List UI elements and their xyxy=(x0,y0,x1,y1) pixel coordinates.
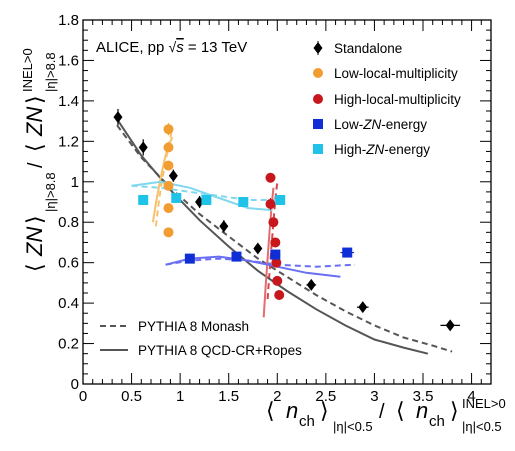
svg-text:|η|<0.5: |η|<0.5 xyxy=(333,419,373,434)
high-zn-energy-point-1 xyxy=(171,192,182,203)
low-zn-energy-point-2 xyxy=(270,249,281,260)
standalone-point-5 xyxy=(253,242,263,255)
svg-text:⟨: ⟨ xyxy=(22,143,47,152)
y-tick-label: 0.8 xyxy=(58,214,79,231)
low-zn-energy-point-3 xyxy=(342,247,353,258)
legend-label-high-local-multiplicity: High-local-multiplicity xyxy=(334,92,461,107)
low-zn-energy-point-1 xyxy=(231,251,242,262)
svg-text:ZN: ZN xyxy=(22,107,47,137)
axes: 0 0.5 1 1.5 2 2.5 3 3.5 4 0 0.2 0.4 0.6 0.8 1 1.2 1.4 1.6… xyxy=(58,12,492,405)
high-zn-energy-point-2 xyxy=(201,194,212,205)
standalone-point-0 xyxy=(113,111,123,124)
y-tick-label: 1.2 xyxy=(58,133,79,150)
y-axis-label: ⟨ ZN ⟩ |η|>8.8 / ⟨ ZN ⟩ INEL>0 |η|>8.8 xyxy=(20,48,58,272)
x-tick-label: 3 xyxy=(370,388,378,405)
x-tick-label: 1.5 xyxy=(218,388,239,405)
svg-text:|η|>8.8: |η|>8.8 xyxy=(43,172,58,212)
legend-markers xyxy=(313,41,323,154)
y-tick-label: 0.4 xyxy=(58,295,79,312)
low-local-multiplicity-point-4 xyxy=(163,203,174,214)
plot-area xyxy=(113,108,460,355)
legend-label-standalone: Standalone xyxy=(334,41,402,56)
legend-marker-low-local-multiplicity xyxy=(313,68,323,78)
y-tick-label: 0.6 xyxy=(58,255,79,272)
legend-label-monash: PYTHIA 8 Monash xyxy=(138,319,249,334)
legend-symbol xyxy=(313,144,323,154)
svg-text:/: / xyxy=(25,162,47,168)
svg-text:ch: ch xyxy=(429,413,445,430)
x-tick-label: 0 xyxy=(79,388,87,405)
legend-marker-high-zn-energy xyxy=(313,144,323,154)
low-local-multiplicity-point-0 xyxy=(163,124,174,135)
y-tick-label: 1.8 xyxy=(58,12,79,29)
svg-text:n: n xyxy=(286,398,298,423)
low-local-multiplicity-point-1 xyxy=(163,142,174,153)
standalone-point-1 xyxy=(138,141,148,154)
high-zn-energy-point-4 xyxy=(275,194,286,205)
svg-text:INEL>0: INEL>0 xyxy=(20,48,35,92)
svg-text:⟩: ⟩ xyxy=(320,398,329,423)
y-tick-label: 0 xyxy=(71,376,79,393)
pythia-8-monash-curve-0 xyxy=(116,124,453,353)
legend-marker-standalone xyxy=(313,41,323,55)
x-tick-label: 4 xyxy=(467,388,475,405)
svg-text:⟨: ⟨ xyxy=(22,263,47,272)
high-local-multiplicity-point-5 xyxy=(272,275,283,286)
x-tick-label: 2.5 xyxy=(315,388,336,405)
low-local-multiplicity-point-2 xyxy=(163,160,174,171)
svg-text:INEL>0: INEL>0 xyxy=(462,396,506,411)
standalone-point-2 xyxy=(168,169,178,182)
pythia-8-qcd-cr-ropes-curve-4 xyxy=(131,180,273,212)
y-tick-label: 1.4 xyxy=(58,93,79,110)
low-local-multiplicity-point-3 xyxy=(163,180,174,191)
legend-label-high-zn-energy: High-ZN-energy xyxy=(334,142,430,157)
svg-text:|η|>8.8: |η|>8.8 xyxy=(43,52,58,92)
high-local-multiplicity-point-0 xyxy=(265,172,276,183)
high-local-multiplicity-point-3 xyxy=(270,237,281,248)
svg-text:ch: ch xyxy=(299,413,315,430)
y-tick-label: 1 xyxy=(71,174,79,191)
standalone-point-8 xyxy=(445,319,455,332)
x-axis-label: ⟨ n ch ⟩ |η|<0.5 / ⟨ n ch ⟩ INEL>0 |η|<0… xyxy=(266,396,506,434)
x-tick-label: 2 xyxy=(273,388,281,405)
legend-symbol xyxy=(313,42,323,54)
legend-symbol xyxy=(313,119,323,129)
svg-text:ZN: ZN xyxy=(22,227,47,257)
x-tick-label: 1 xyxy=(176,388,184,405)
low-zn-energy-point-0 xyxy=(184,253,195,264)
svg-text:n: n xyxy=(416,398,428,423)
high-zn-energy-point-3 xyxy=(238,197,249,207)
svg-text:|η|<0.5: |η|<0.5 xyxy=(462,419,502,434)
standalone-point-6 xyxy=(306,278,316,291)
svg-text:⟩: ⟩ xyxy=(450,398,459,423)
x-tick-label: 3.5 xyxy=(413,388,434,405)
high-local-multiplicity-point-2 xyxy=(268,217,279,228)
legend-marker-high-local-multiplicity xyxy=(313,94,323,104)
legend-label-low-zn-energy: Low-ZN-energy xyxy=(334,117,427,132)
legend-label-ropes: PYTHIA 8 QCD-CR+Ropes xyxy=(138,343,302,358)
x-tick-label: 0.5 xyxy=(121,388,142,405)
low-local-multiplicity-point-5 xyxy=(163,227,174,238)
high-local-multiplicity-point-6 xyxy=(274,290,285,301)
y-tick-label: 0.2 xyxy=(58,336,79,353)
svg-text:⟨: ⟨ xyxy=(266,398,275,423)
legend-symbol xyxy=(313,68,323,78)
svg-text:⟩: ⟩ xyxy=(22,215,47,224)
standalone-point-4 xyxy=(219,220,229,233)
high-local-multiplicity-point-1 xyxy=(265,199,276,210)
legend-marker-low-zn-energy xyxy=(313,119,323,129)
y-tick-label: 1.6 xyxy=(58,52,79,69)
standalone-point-7 xyxy=(358,301,368,314)
legend-symbol xyxy=(313,94,323,104)
svg-text:⟨: ⟨ xyxy=(396,398,405,423)
high-local-multiplicity-point-4 xyxy=(271,257,282,268)
svg-text:/: / xyxy=(379,401,385,423)
chart-title: ALICE, pp √s = 13 TeV xyxy=(96,39,247,56)
high-zn-energy-point-0 xyxy=(138,194,149,205)
svg-text:⟩: ⟩ xyxy=(22,95,47,104)
legend-label-low-local-multiplicity: Low-local-multiplicity xyxy=(334,66,458,81)
